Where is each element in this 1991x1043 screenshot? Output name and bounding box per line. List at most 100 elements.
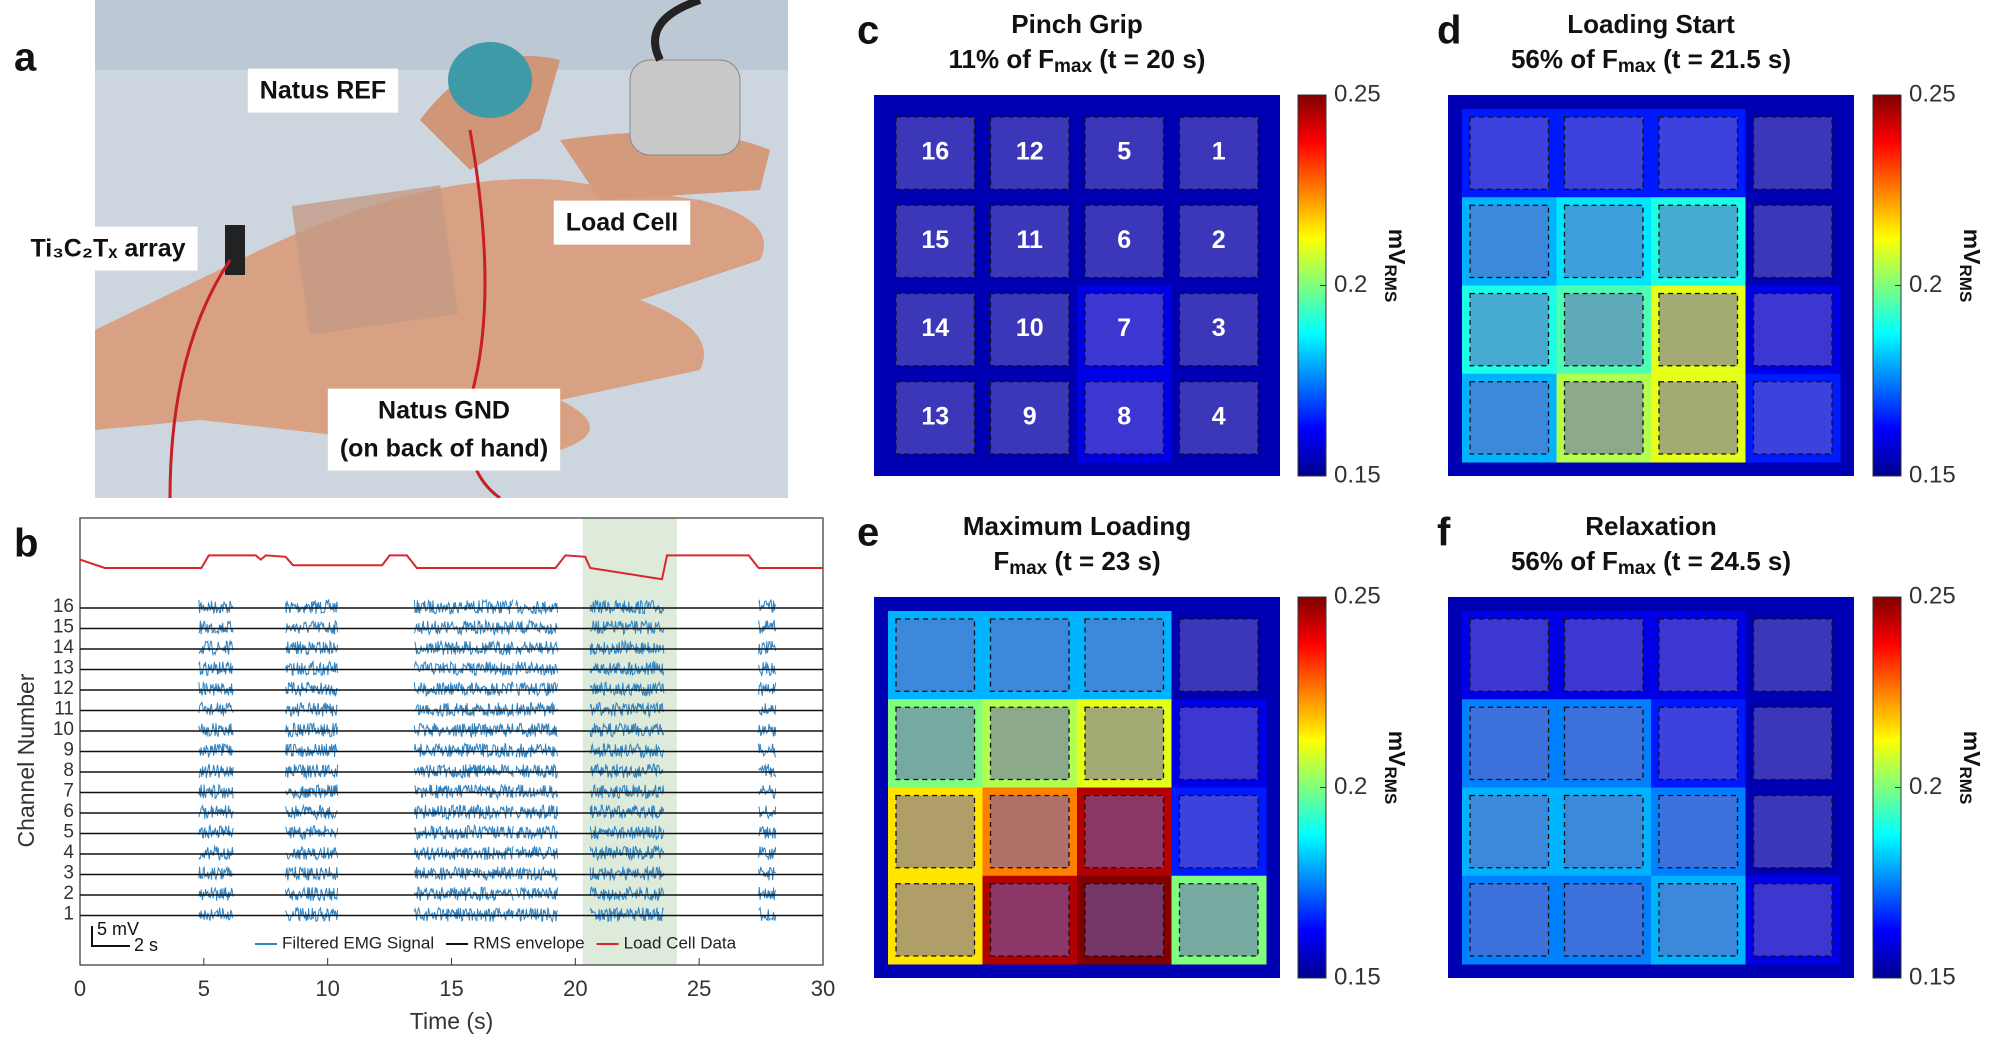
emg-burst	[198, 599, 234, 615]
emg-burst	[758, 887, 777, 901]
colorbar-label-part: mV	[1959, 229, 1985, 265]
emg-burst	[285, 906, 339, 922]
emg-burst	[285, 764, 339, 780]
electrode-pad	[1563, 706, 1644, 781]
channel-number: 7	[1117, 314, 1131, 342]
emg-burst	[198, 907, 234, 921]
emg-burst	[285, 845, 339, 861]
emg-burst	[515, 681, 558, 697]
electrode-pad	[1469, 116, 1550, 190]
electrode-pad	[1178, 116, 1259, 190]
emg-burst	[758, 846, 777, 862]
scale-bar	[91, 926, 130, 947]
electrode-pad	[1658, 381, 1739, 455]
emg-burst	[758, 661, 777, 677]
emg-burst	[413, 886, 514, 902]
electrode-pad	[1084, 381, 1165, 455]
heatmap-title: Pinch Grip	[1011, 9, 1142, 39]
electrode-pad	[1084, 883, 1165, 957]
scale-bar-label: 2 s	[134, 935, 158, 955]
colorbar-label-part: RMS	[1381, 265, 1400, 303]
electrode-pad	[1469, 204, 1550, 279]
colorbar-tick-label: 0.2	[1909, 271, 1942, 298]
emg-burst	[758, 906, 777, 922]
electrode-pad	[895, 292, 976, 367]
electrode-pad	[1084, 292, 1165, 367]
electrode-pad	[1658, 116, 1739, 190]
heatmap-subtitle: 56% of Fmax (t = 24.5 s)	[1511, 546, 1791, 579]
panel-label: b	[14, 522, 38, 566]
colorbar-tick-label: 0.25	[1909, 582, 1956, 609]
colorbar-label: mVRMS	[1956, 229, 1985, 303]
colorbar-label-part: mV	[1959, 731, 1985, 767]
electrode-pad	[1563, 381, 1644, 455]
emg-burst	[413, 846, 514, 862]
electrode-pad	[1752, 204, 1833, 279]
channel-number: 4	[1212, 402, 1226, 430]
emg-burst	[285, 639, 339, 656]
highlight-region	[582, 518, 677, 965]
colorbar-label-part: RMS	[1381, 767, 1400, 805]
channel-label: 5	[63, 822, 74, 843]
electrode-pad	[989, 618, 1070, 692]
subtitle-part: 56% of F	[1511, 546, 1618, 576]
annotation: Natus GND	[378, 397, 510, 425]
electrode-pad	[1178, 381, 1259, 455]
colorbar-tick-label: 0.25	[1334, 582, 1381, 609]
emg-burst	[198, 661, 234, 677]
emg-burst	[285, 721, 339, 738]
annotation: Ti₃C₂Tₓ array	[30, 235, 185, 263]
channel-number: 6	[1117, 226, 1131, 254]
electrode-pad	[1178, 204, 1259, 279]
electrode-pad	[1563, 204, 1644, 279]
emg-burst	[413, 865, 514, 881]
emg-burst	[413, 598, 514, 615]
colorbar-label-part: RMS	[1956, 767, 1975, 805]
emg-burst	[198, 886, 234, 901]
emg-burst	[758, 703, 777, 716]
electrode-pad	[1658, 618, 1739, 692]
electrode-pad	[989, 794, 1070, 869]
emg-burst	[515, 701, 558, 717]
channel-number: 5	[1117, 138, 1131, 166]
emg-burst	[515, 804, 558, 821]
annotation-box	[327, 388, 561, 471]
electrode-pad	[1084, 706, 1165, 781]
emg-burst	[589, 660, 665, 677]
electrode-pad	[1469, 618, 1550, 692]
electrode-pad	[1469, 794, 1550, 869]
subtitle-part: max	[1618, 56, 1656, 77]
channel-label: 15	[53, 617, 74, 638]
electrode-pad	[895, 381, 976, 455]
emg-burst	[285, 660, 339, 676]
emg-burst	[198, 743, 234, 758]
subtitle-part: (t = 24.5 s)	[1656, 546, 1791, 576]
channel-label: 6	[63, 801, 74, 822]
emg-burst	[589, 885, 665, 902]
emg-burst	[198, 823, 234, 839]
emg-burst	[413, 618, 514, 637]
electrode-pad	[895, 618, 976, 692]
annotation-box	[247, 68, 399, 113]
annotation: (on back of hand)	[340, 435, 548, 463]
colorbar-tick-label: 0.2	[1909, 773, 1942, 800]
emg-burst	[413, 660, 514, 678]
electrode-pad	[1752, 116, 1833, 190]
channel-label: 2	[63, 883, 74, 904]
scale-bar-label: 5 mV	[97, 919, 139, 939]
emg-burst	[198, 701, 234, 717]
channel-label: 11	[54, 699, 74, 720]
subtitle-part: 11% of F	[949, 44, 1054, 74]
emg-burst	[198, 639, 234, 656]
emg-burst	[515, 906, 558, 924]
electrode-pad	[989, 883, 1070, 957]
emg-burst	[758, 866, 776, 881]
channel-label: 4	[63, 842, 74, 863]
x-tick-label: 30	[811, 976, 835, 1001]
electrode-pad	[1658, 706, 1739, 781]
emg-burst	[758, 619, 777, 634]
electrode-pad	[1469, 381, 1550, 455]
electrode-pad	[1658, 794, 1739, 869]
electrode-pad	[1563, 618, 1644, 692]
y-axis-label: Channel Number	[13, 673, 39, 847]
